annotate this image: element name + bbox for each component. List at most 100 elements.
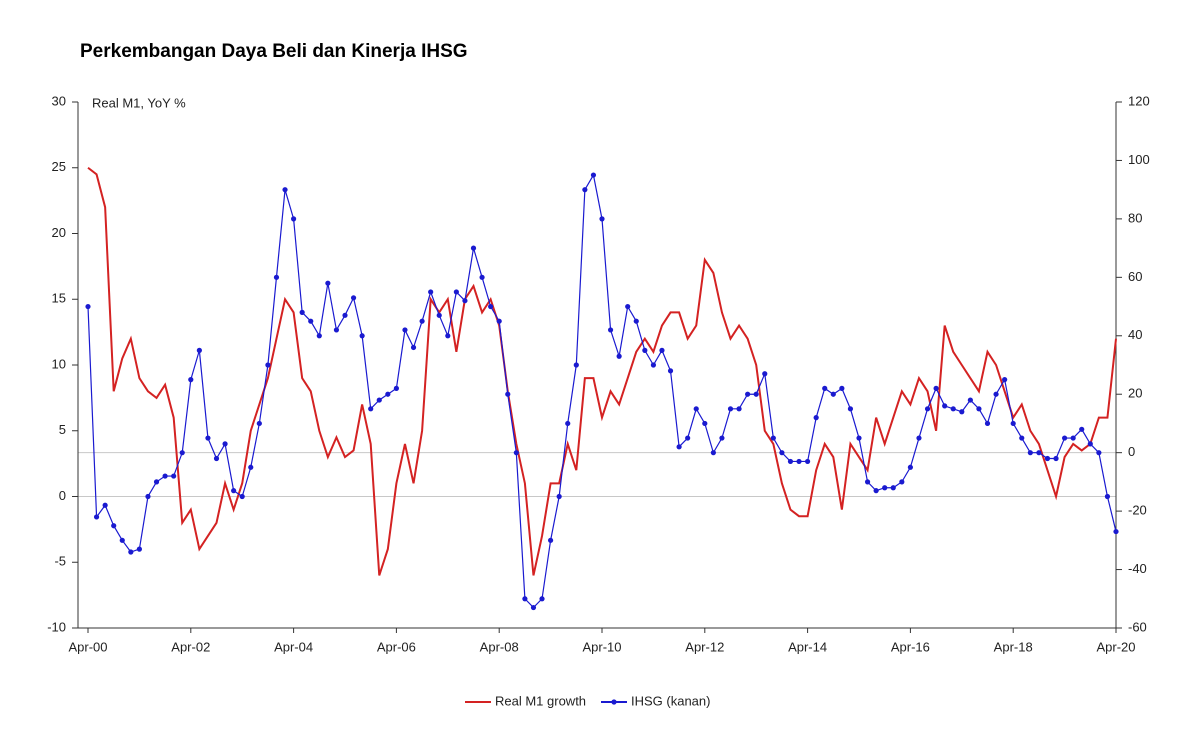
x-tick-label: Apr-20 [1096,639,1135,654]
x-tick-label: Apr-12 [685,639,724,654]
series-marker [350,295,357,301]
series-marker [376,397,382,403]
series-marker [830,391,836,397]
series-marker [479,274,485,280]
x-tick-label: Apr-06 [377,639,416,654]
series-marker [282,187,288,193]
series-line [87,173,1117,609]
series-marker [813,415,819,421]
series-marker [410,344,417,351]
x-tick-label: Apr-14 [788,639,827,654]
series-marker [530,604,537,611]
series-marker [1027,450,1033,456]
series-marker [213,455,220,462]
series-marker [342,312,348,318]
series-marker [933,385,939,391]
y-tick-label: 0 [59,488,66,503]
series-marker [325,280,331,286]
series-marker [1002,377,1008,383]
series-marker [1036,450,1042,456]
series-marker [864,479,871,485]
series-marker [522,596,528,602]
y-axis-label: Real M1, YoY % [92,95,186,110]
legend-label: Real M1 growth [495,693,586,708]
series-marker [573,362,579,368]
y2-tick-label: 0 [1128,444,1135,459]
series-marker [1010,420,1016,427]
series-marker [1113,528,1119,535]
x-tick-label: Apr-04 [274,639,313,654]
series-marker [993,391,999,397]
x-tick-label: Apr-18 [994,639,1033,654]
series-marker [942,403,948,409]
x-tick-label: Apr-00 [68,639,107,654]
series-marker [710,450,716,456]
series-marker [316,333,322,339]
series-marker [265,362,271,368]
series-marker [85,303,91,310]
series-marker [685,435,691,441]
series-marker [676,444,682,450]
series-marker [616,353,622,359]
series-marker [1062,435,1068,441]
series-marker [102,502,108,508]
series-marker [136,546,142,552]
series-marker [959,409,965,415]
series-marker [385,391,391,397]
series-marker [1087,441,1093,447]
series-marker [488,303,494,310]
series-marker [179,450,185,456]
series-marker [453,289,459,295]
y-tick-label: 25 [52,159,66,174]
series-marker [590,172,597,178]
series-marker [470,245,477,251]
series-marker [93,514,100,520]
series-marker [762,371,768,377]
series-marker [1070,435,1076,441]
series-marker [222,441,228,447]
series-marker [873,488,879,494]
series-marker [153,479,160,485]
series-marker [984,420,991,427]
y2-tick-label: 60 [1128,269,1142,284]
series-marker [805,458,811,465]
y2-tick-label: -40 [1128,561,1147,576]
y-tick-label: -5 [54,554,66,569]
x-tick-label: Apr-08 [480,639,519,654]
y2-tick-label: 120 [1128,93,1150,108]
series-marker [111,523,117,529]
y-tick-label: 5 [59,422,66,437]
series-marker [1053,455,1059,462]
x-tick-label: Apr-10 [582,639,621,654]
series-marker [822,385,828,391]
series-marker [642,347,648,353]
series-marker [565,420,571,427]
series-marker [308,318,314,324]
series-marker [916,435,922,441]
series-marker [753,391,759,397]
y2-tick-label: 100 [1128,152,1150,167]
series-marker [256,420,262,427]
series-marker [231,488,237,494]
series-marker [299,309,305,315]
series-marker [1044,455,1051,462]
series-marker [796,458,802,465]
series-marker [505,391,511,397]
series-marker [333,327,340,333]
series-marker [548,537,554,543]
series-marker [659,347,665,353]
series-marker [273,274,280,280]
series-marker [205,435,211,441]
series-marker [145,493,151,500]
legend-marker [611,699,617,705]
series-marker [188,377,194,383]
y2-tick-label: -60 [1128,619,1147,634]
series-marker [359,333,365,339]
series-marker [667,368,674,374]
series-marker [1104,493,1111,500]
y2-tick-label: -20 [1128,503,1147,518]
series-marker [162,473,168,479]
series-marker [513,450,519,456]
series-marker [890,485,896,491]
